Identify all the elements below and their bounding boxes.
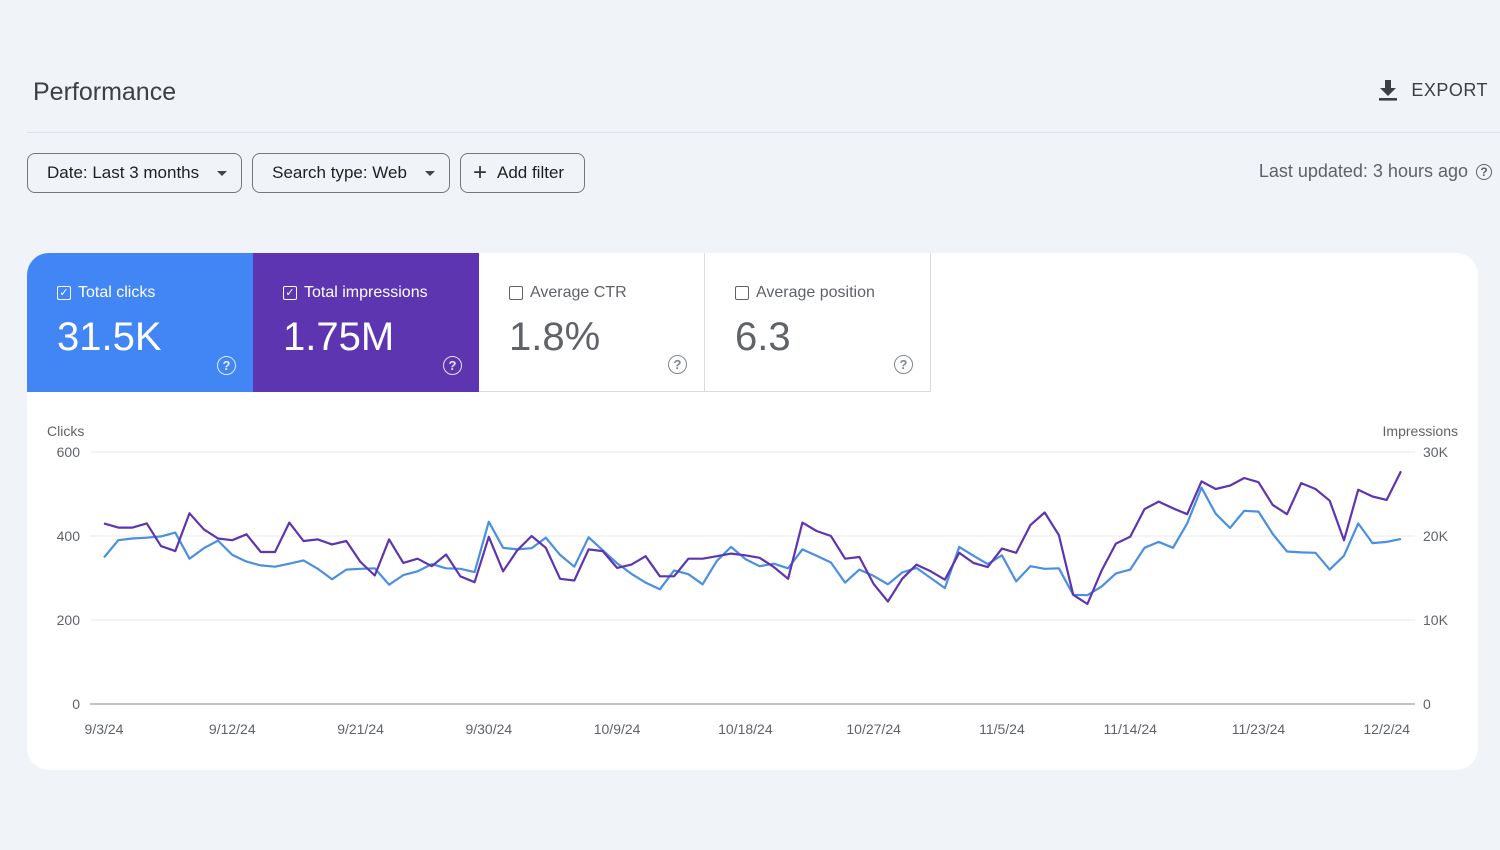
y-tick-left: 200: [57, 612, 81, 628]
x-tick-label: 11/23/24: [1232, 721, 1286, 737]
caret-down-icon: [217, 170, 228, 176]
series-line-clicks[interactable]: [103, 486, 1402, 597]
series-line-impressions[interactable]: [103, 470, 1402, 606]
page-header: Performance EXPORT: [27, 0, 1500, 133]
caret-down-icon: [424, 170, 435, 176]
y-tick-left: 600: [57, 444, 81, 460]
metric-tile-total-clicks[interactable]: ✓ Total clicks 31.5K ?: [27, 253, 253, 392]
metric-label: Total clicks: [78, 284, 156, 301]
y-tick-left: 400: [57, 528, 81, 544]
export-label: EXPORT: [1411, 79, 1488, 100]
help-icon[interactable]: ?: [443, 356, 462, 375]
metric-tile-average-ctr[interactable]: Average CTR 1.8% ?: [479, 253, 705, 392]
metric-value: 1.75M: [283, 315, 395, 359]
y-axis-label-left: Clicks: [47, 423, 84, 439]
metric-tile-average-position[interactable]: Average position 6.3 ?: [705, 253, 931, 392]
x-tick-label: 10/9/24: [594, 721, 641, 737]
checkbox-checked-icon[interactable]: ✓: [57, 286, 71, 300]
search-type-chip[interactable]: Search type: Web: [252, 153, 450, 193]
checkbox-unchecked-icon[interactable]: [735, 286, 749, 300]
date-filter-label: Date: Last 3 months: [47, 163, 200, 182]
x-tick-label: 11/14/24: [1103, 721, 1157, 737]
x-tick-label: 10/18/24: [718, 721, 773, 737]
performance-chart: 0 0 200 10K 400 20K 600 30K Clicks Impressions 9/3…: [47, 423, 1458, 737]
filter-bar: Date: Last 3 months Search type: Web + A…: [27, 153, 586, 193]
help-icon[interactable]: ?: [217, 356, 236, 375]
metric-tiles: ✓ Total clicks 31.5K ? ✓ Total impressions…: [27, 253, 931, 392]
download-icon: [1379, 80, 1398, 101]
help-icon[interactable]: ?: [668, 355, 687, 374]
add-filter-label: Add filter: [496, 163, 565, 182]
y-tick-left: 0: [72, 696, 80, 712]
export-button[interactable]: EXPORT: [1377, 78, 1488, 102]
performance-card: ✓ Total clicks 31.5K ? ✓ Total impressions…: [27, 253, 1478, 770]
x-tick-label: 11/5/24: [979, 721, 1025, 737]
date-filter-chip[interactable]: Date: Last 3 months: [27, 153, 243, 193]
metric-label: Total impressions: [304, 284, 428, 301]
y-tick-right: 30K: [1423, 444, 1449, 460]
x-tick-label: 12/2/24: [1363, 721, 1410, 737]
metric-value: 1.8%: [509, 315, 601, 359]
x-tick-label: 9/12/24: [209, 721, 256, 737]
metric-value: 31.5K: [57, 315, 162, 359]
help-icon[interactable]: ?: [894, 355, 913, 374]
plus-icon: +: [472, 159, 487, 186]
y-tick-right: 10K: [1423, 612, 1449, 628]
x-tick-label: 9/3/24: [85, 721, 124, 737]
y-tick-right: 0: [1423, 696, 1431, 712]
last-updated-text: Last updated: 3 hours ago: [1258, 161, 1468, 181]
metric-value: 6.3: [735, 315, 791, 359]
metric-label: Average position: [756, 284, 875, 301]
x-tick-label: 10/27/24: [846, 721, 901, 737]
page-title: Performance: [33, 78, 177, 106]
metric-tile-total-impressions[interactable]: ✓ Total impressions 1.75M ?: [253, 253, 479, 392]
last-updated: Last updated: 3 hours ago ?: [1259, 161, 1492, 182]
add-filter-button[interactable]: + Add filter: [459, 153, 586, 193]
metric-label: Average CTR: [530, 284, 627, 301]
search-type-label: Search type: Web: [272, 163, 407, 182]
y-tick-right: 20K: [1423, 528, 1449, 544]
help-icon[interactable]: ?: [1476, 163, 1492, 180]
checkbox-unchecked-icon[interactable]: [509, 286, 523, 300]
x-tick-label: 9/21/24: [337, 721, 384, 737]
y-axis-label-right: Impressions: [1383, 423, 1458, 439]
checkbox-checked-icon[interactable]: ✓: [283, 286, 297, 300]
x-tick-label: 9/30/24: [465, 721, 512, 737]
